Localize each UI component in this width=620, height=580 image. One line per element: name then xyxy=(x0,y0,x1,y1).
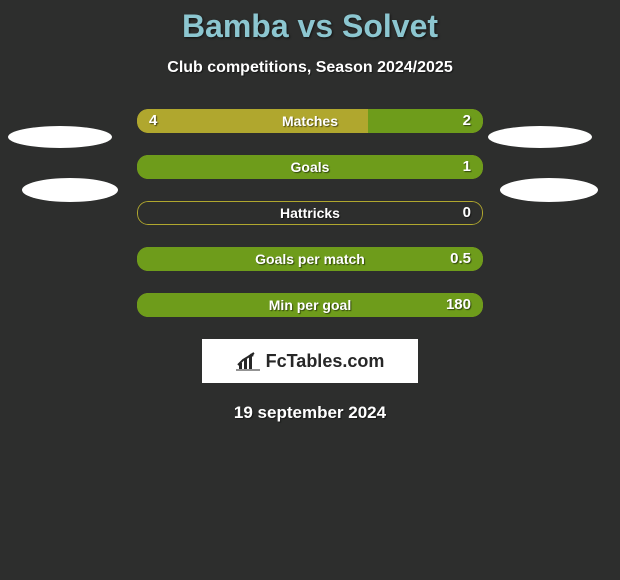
value-right: 0 xyxy=(463,201,471,225)
right-badge xyxy=(500,178,598,202)
metric-label: Goals xyxy=(137,155,483,179)
stat-row: Min per goal180 xyxy=(137,293,483,317)
subtitle: Club competitions, Season 2024/2025 xyxy=(0,59,620,77)
stat-row: Goals1 xyxy=(137,155,483,179)
stat-row: Goals per match0.5 xyxy=(137,247,483,271)
comparison-chart: Matches4 2 Goals1 Hattricks0 Goals per match… xyxy=(137,109,483,317)
right-badge xyxy=(488,126,592,148)
value-right: 2 xyxy=(463,109,471,133)
chart-icon xyxy=(236,351,260,371)
metric-label: Matches xyxy=(137,109,483,133)
metric-label: Min per goal xyxy=(137,293,483,317)
stat-row: Matches4 2 xyxy=(137,109,483,133)
left-badge xyxy=(22,178,118,202)
metric-label: Goals per match xyxy=(137,247,483,271)
stat-row: Hattricks0 xyxy=(137,201,483,225)
value-left: 4 xyxy=(149,109,157,133)
page-title: Bamba vs Solvet xyxy=(0,0,620,45)
brand-name: FcTables.com xyxy=(266,351,385,372)
metric-label: Hattricks xyxy=(137,201,483,225)
value-right: 180 xyxy=(446,293,471,317)
value-right: 0.5 xyxy=(450,247,471,271)
date-label: 19 september 2024 xyxy=(0,403,620,423)
brand-logo[interactable]: FcTables.com xyxy=(202,339,418,383)
value-right: 1 xyxy=(463,155,471,179)
left-badge xyxy=(8,126,112,148)
